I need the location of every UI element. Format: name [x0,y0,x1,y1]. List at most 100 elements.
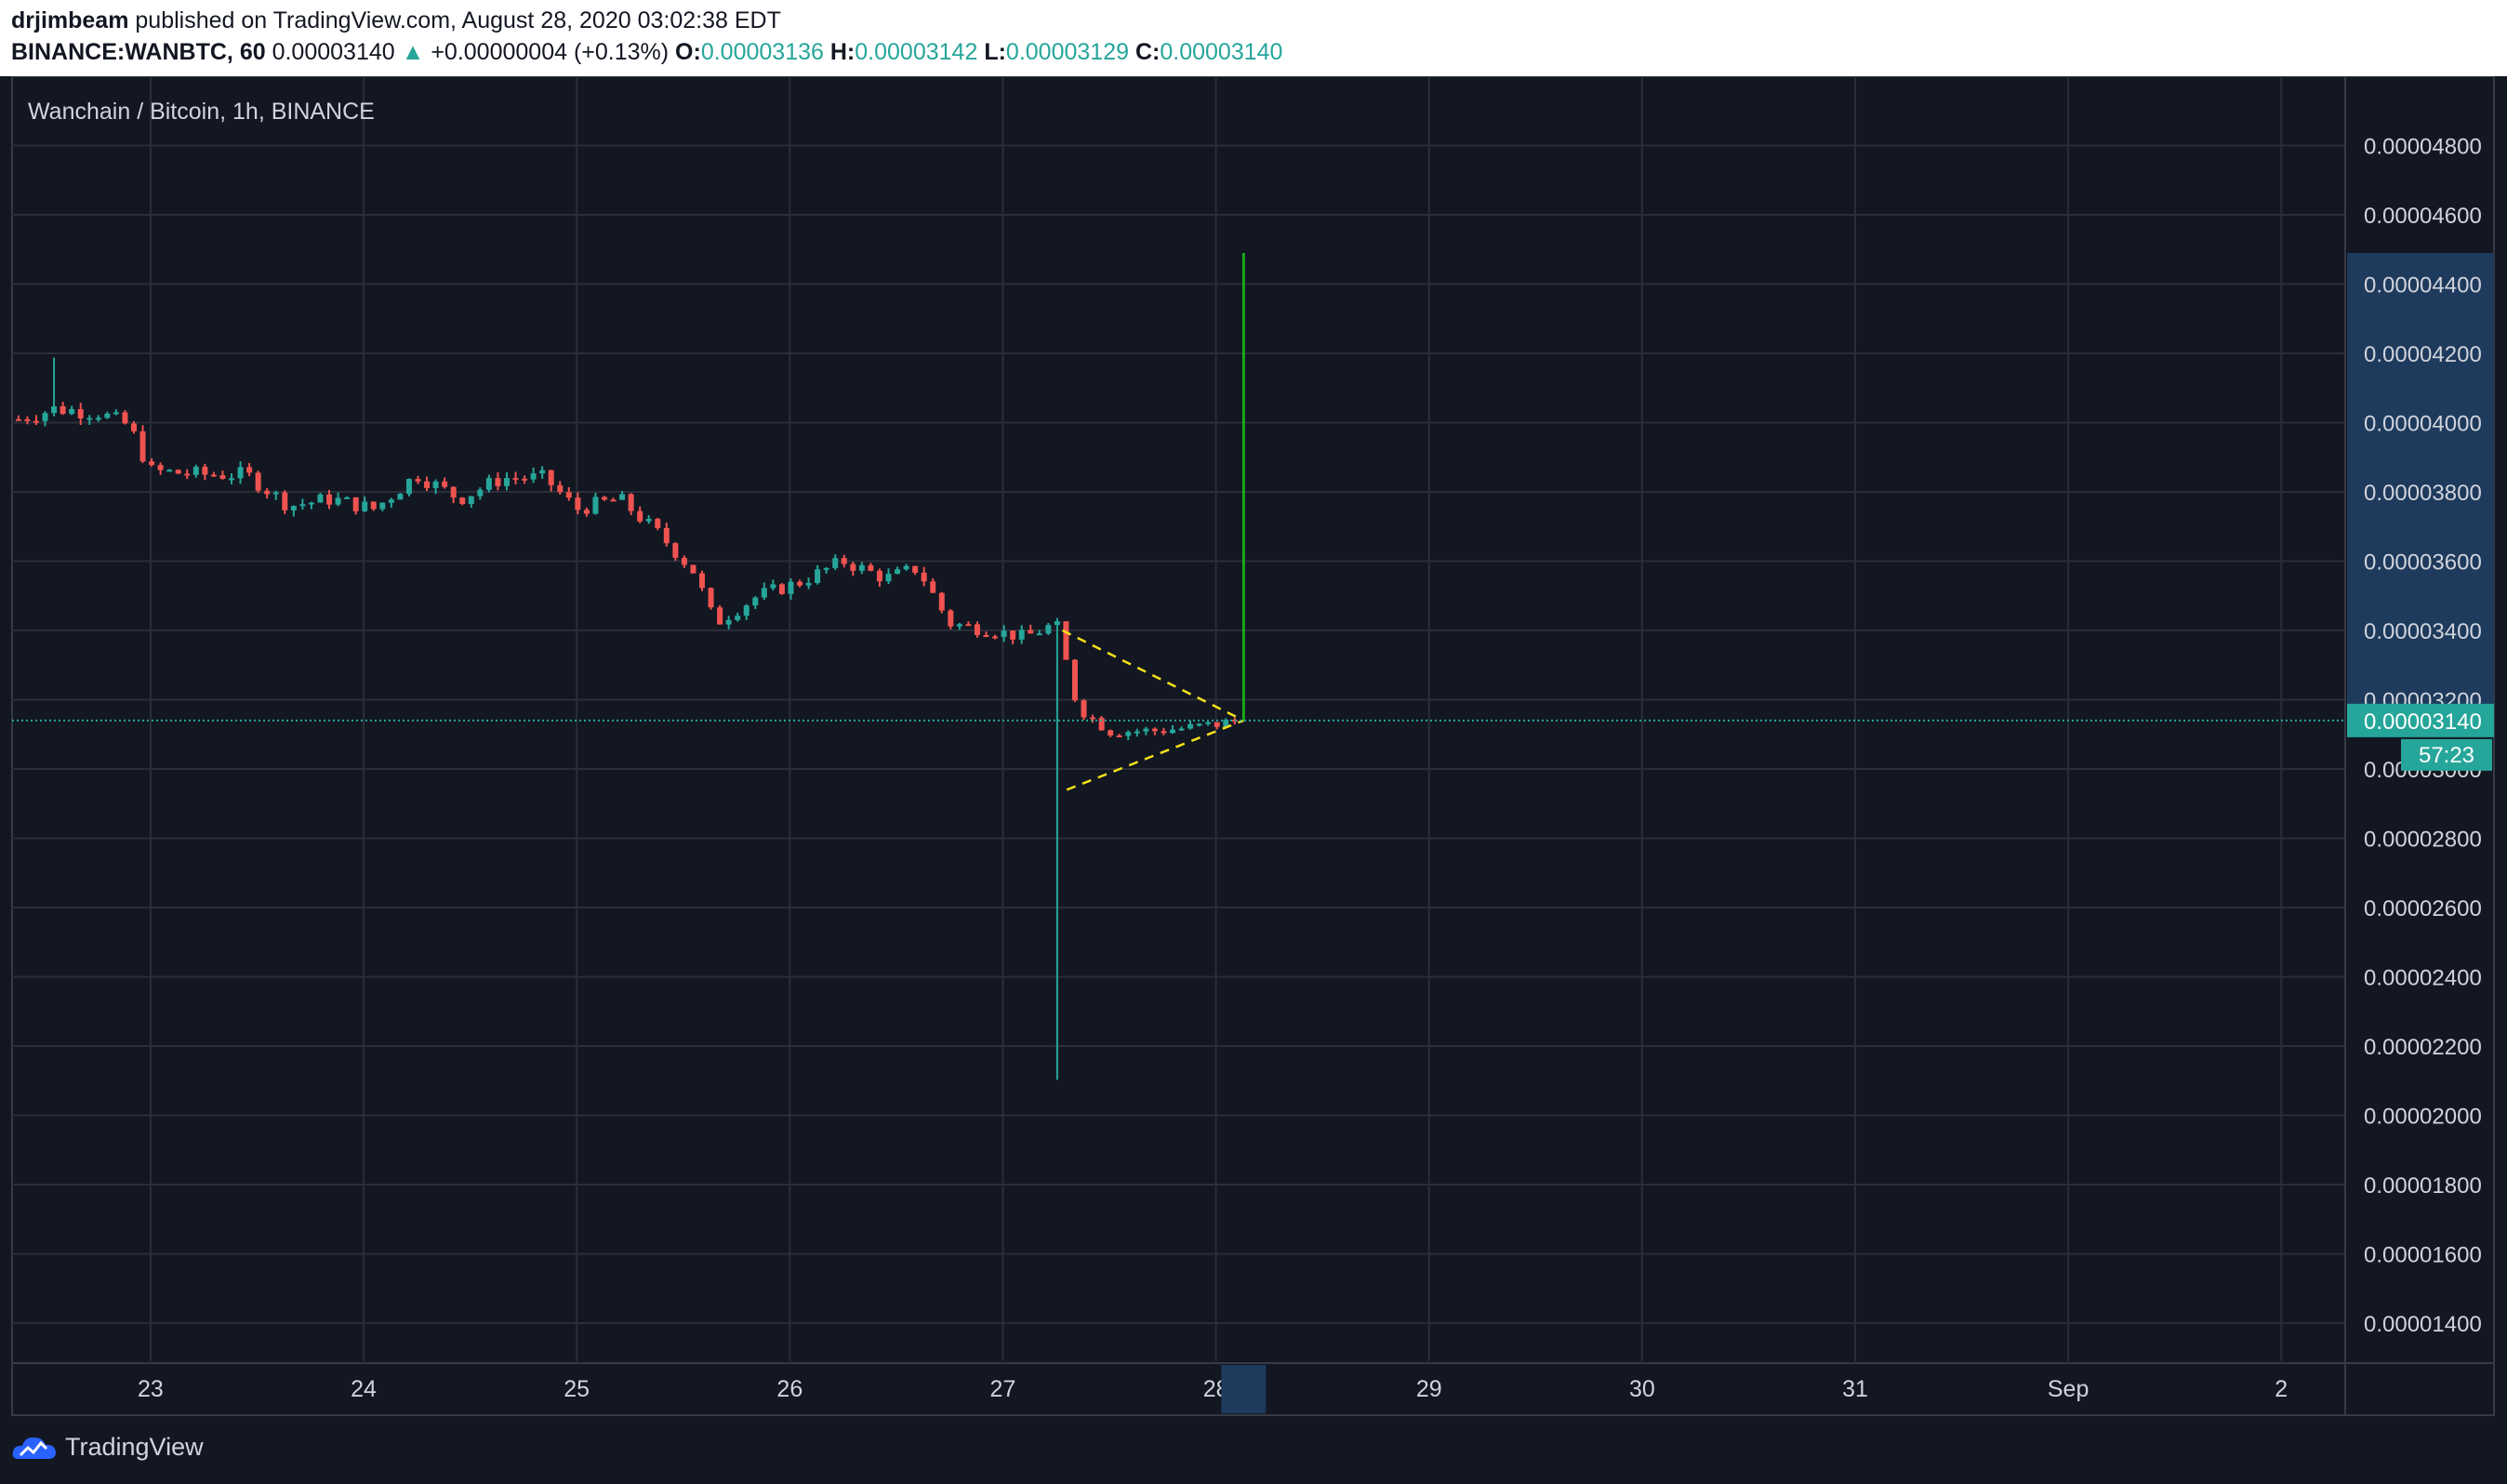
candle-body [708,588,714,608]
y-tick-label: 0.00004200 [2364,342,2482,367]
candle-body [255,472,261,491]
y-tick-label: 0.00002600 [2364,896,2482,921]
candle-body [149,461,155,466]
candle-body [503,478,510,486]
symbol-label: BINANCE:WANBTC, 60 [11,39,266,65]
candle-body [903,565,909,570]
price-axis-highlight [2347,252,2494,721]
candle-body [450,486,457,498]
candle-body [246,467,253,473]
x-tick-label: Sep [2048,1376,2089,1402]
candle-body [1125,732,1132,736]
candle-body [557,484,564,493]
author-name[interactable]: drjimbeam [11,7,129,33]
candle-body [1071,659,1078,701]
x-tick-label: 29 [1416,1376,1442,1402]
candle-body [1036,633,1042,636]
candle-body [992,636,999,639]
candle-body [797,581,803,586]
y-tick-label: 0.00004800 [2364,135,2482,160]
candle-body [575,497,581,510]
chart-frame [11,76,2495,1416]
candlestick-chart[interactable]: 0.00004800 0.00004600 0.00004400 0.00004200… [0,76,2507,1484]
candle-body [637,510,643,522]
candle-body [1045,625,1052,634]
candle-body [219,475,226,479]
y-tick-label: 0.00004000 [2364,412,2482,437]
candle-body [95,417,101,420]
candle-body [592,497,599,514]
countdown-badge [2401,738,2492,771]
y-tick-label: 0.00001800 [2364,1173,2482,1199]
candle-body [983,635,989,638]
y-tick-label: 0.00002400 [2364,966,2482,991]
candle-body [379,502,386,510]
candle-body [539,470,546,474]
x-tick-label: 23 [138,1376,164,1402]
candle-body [912,565,919,573]
triangle-trendline [1062,629,1244,722]
candle-body [1196,723,1202,726]
candle-body [33,420,39,423]
candle-body [69,409,75,415]
candle-body [885,574,892,582]
y-tick-label: 0.00002000 [2364,1105,2482,1130]
change-arrow-icon: ▲ [401,39,425,65]
candle-body [858,564,865,571]
ohlc-info: BINANCE:WANBTC, 60 0.00003140 ▲ +0.00000… [11,39,1282,66]
countdown-label: 57:23 [2419,743,2474,768]
candle-body [699,573,706,589]
chart-area[interactable]: 0.00004800 0.00004600 0.00004400 0.00004200… [0,76,2507,1484]
candle-body [15,418,21,421]
close-value: 0.00003140 [1160,39,1283,65]
candle-body [1170,729,1176,734]
candle-body [1010,630,1016,640]
candle-body [335,497,341,505]
candle-body [815,569,821,583]
candle-body [690,564,696,574]
published-text: published on TradingView.com, August 28,… [135,7,781,33]
candle-body [192,466,199,475]
candle-body [530,473,537,480]
candle-body [344,497,351,499]
candle-body [938,592,945,611]
x-tick-label: 2 [2275,1376,2288,1402]
y-tick-label: 0.00002200 [2364,1035,2482,1060]
candle-body [522,478,528,481]
price-change: +0.00000004 (+0.13%) [431,39,670,65]
low-value: 0.00003129 [1005,39,1130,65]
candle-body [672,543,679,558]
candle-body [442,481,448,487]
candle-body [282,492,288,510]
candle-body [601,497,607,500]
x-tick-label: 25 [564,1376,590,1402]
candle-body [229,478,235,481]
x-tick-label: 26 [776,1376,803,1402]
chart-header: drjimbeam published on TradingView.com, … [0,0,2507,76]
candle-body [1187,723,1194,729]
candle-body [432,481,439,488]
candle-body [104,413,111,418]
x-tick-label: 31 [1842,1376,1868,1402]
candle-body [743,605,749,616]
candle-body [272,492,279,495]
candle-body [362,501,368,511]
candle-body [1063,621,1069,660]
candle-body [405,479,412,495]
candle-body [761,588,767,598]
y-tick-label: 0.00001600 [2364,1243,2482,1268]
candle-body [1214,722,1220,727]
candle-body [1134,731,1140,734]
candle-body [752,597,759,606]
tradingview-logo[interactable]: TradingView [11,1428,204,1465]
candle-body [876,570,882,582]
x-tick-label: 24 [351,1376,377,1402]
open-label: O: [675,39,701,65]
candle-body [583,510,590,514]
current-price-badge [2347,703,2494,737]
candle-body [290,506,297,510]
candle-body [77,409,84,418]
candle-body [468,496,474,505]
candle-body [237,467,244,479]
candle-body [565,492,572,498]
